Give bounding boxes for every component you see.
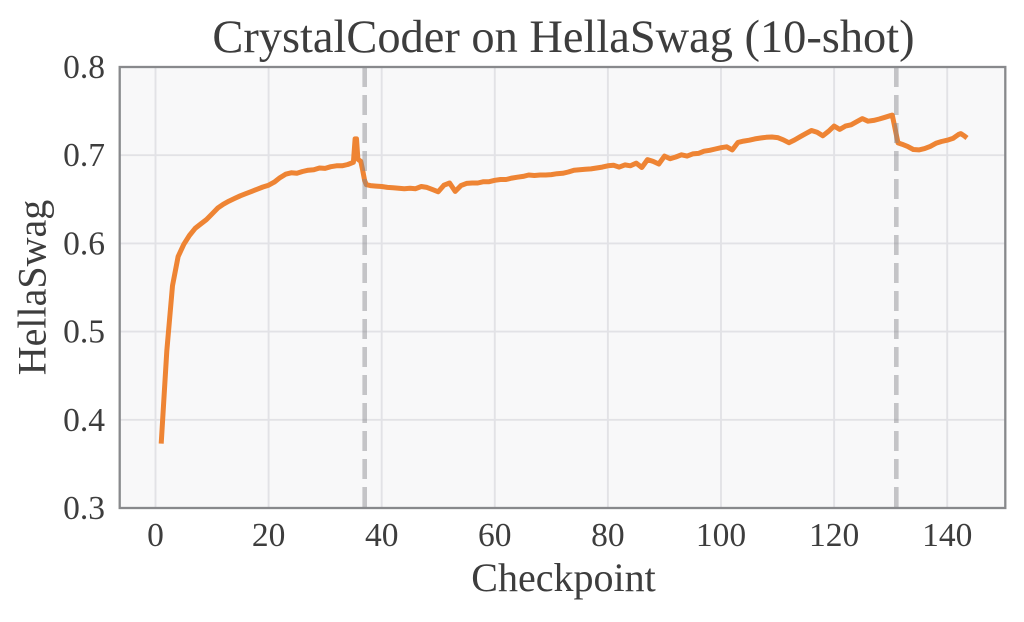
svg-text:80: 80	[591, 517, 625, 554]
svg-text:0.5: 0.5	[63, 314, 105, 351]
svg-text:0.3: 0.3	[63, 490, 105, 527]
svg-text:HellaSwag: HellaSwag	[10, 200, 55, 376]
svg-text:120: 120	[809, 517, 859, 554]
svg-text:Checkpoint: Checkpoint	[471, 555, 655, 600]
svg-text:0.4: 0.4	[63, 402, 105, 439]
svg-text:20: 20	[252, 517, 286, 554]
svg-text:CrystalCoder on HellaSwag (10-: CrystalCoder on HellaSwag (10-shot)	[212, 12, 914, 63]
svg-text:0.7: 0.7	[63, 137, 105, 174]
svg-text:40: 40	[365, 517, 399, 554]
svg-text:0.6: 0.6	[63, 225, 105, 262]
svg-text:60: 60	[478, 517, 512, 554]
svg-text:0: 0	[147, 517, 164, 554]
svg-text:0.8: 0.8	[63, 49, 105, 86]
svg-text:100: 100	[696, 517, 746, 554]
svg-text:140: 140	[922, 517, 972, 554]
